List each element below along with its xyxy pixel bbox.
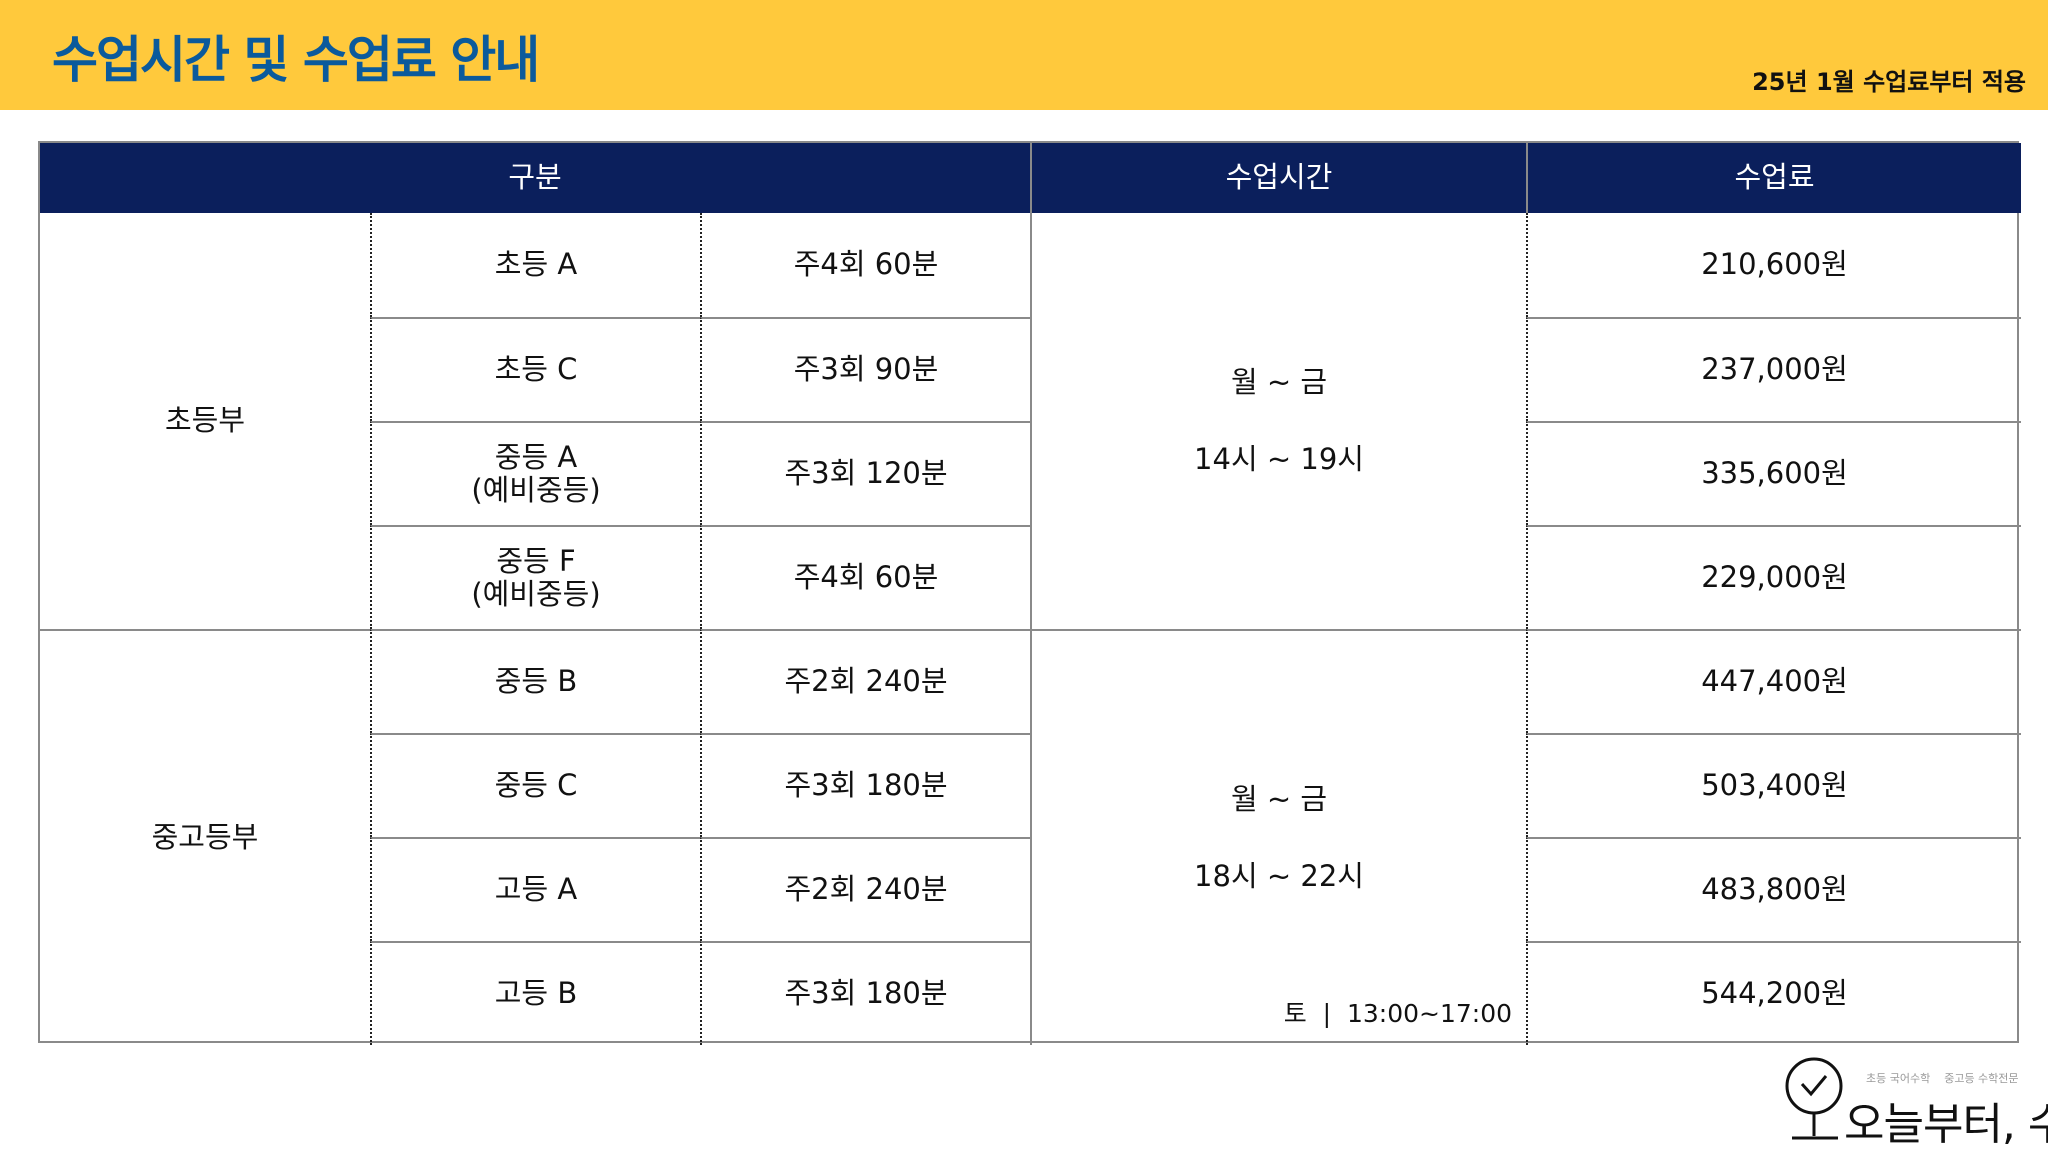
group-middle-high: 중고등부 <box>40 629 370 1045</box>
course-schedule: 주3회 180분 <box>700 941 1030 1045</box>
days: 월 ~ 금 <box>1230 781 1328 816</box>
course-schedule: 주3회 90분 <box>700 317 1030 421</box>
days: 월 ~ 금 <box>1230 364 1328 399</box>
course-fee: 544,200원 <box>1526 941 2021 1045</box>
course-fee: 503,400원 <box>1526 733 2021 837</box>
course-name: 고등 A <box>370 837 700 941</box>
course-fee: 237,000원 <box>1526 317 2021 421</box>
course-schedule: 주2회 240분 <box>700 629 1030 733</box>
time-cell-middle-high: 월 ~ 금 18시 ~ 22시 토 | 13:00~17:00 <box>1030 629 1526 1045</box>
course-schedule: 주3회 180분 <box>700 733 1030 837</box>
course-fee: 335,600원 <box>1526 421 2021 525</box>
logo-tagline: 초등 국어수학 중고등 수학전문 <box>1866 1072 2019 1085</box>
course-schedule: 주4회 60분 <box>700 213 1030 317</box>
course-name: 초등 C <box>370 317 700 421</box>
group-elementary: 초등부 <box>164 403 246 438</box>
tuition-table: 구분 수업시간 수업료 초등부 중고등부 월 ~ 금 14시 ~ 19시 월 ~… <box>38 141 2021 1045</box>
brand-logo: 초등 국어수학 중고등 수학전문 오늘부터, 수학 <box>1784 1054 2048 1150</box>
header-class-time: 수업시간 <box>1030 143 1526 213</box>
page-title: 수업시간 및 수업료 안내 <box>52 31 540 89</box>
course-name: 중등 F (예비중등) <box>370 525 700 629</box>
hours: 18시 ~ 22시 <box>1194 859 1364 893</box>
course-name: 초등 A <box>370 213 700 317</box>
course-fee: 447,400원 <box>1526 629 2021 733</box>
logo-name: 오늘부터, 수학 <box>1844 1099 2048 1150</box>
course-fee: 210,600원 <box>1526 213 2021 317</box>
header-category: 구분 <box>40 143 1030 213</box>
course-schedule: 주3회 120분 <box>700 421 1030 525</box>
course-name: 중등 A (예비중등) <box>370 421 700 525</box>
saturday-hours: 토 | 13:00~17:00 <box>1283 999 1512 1029</box>
course-schedule: 주4회 60분 <box>700 525 1030 629</box>
course-fee: 483,800원 <box>1526 837 2021 941</box>
clock-check-icon <box>1785 1057 1843 1140</box>
header-tuition: 수업료 <box>1526 143 2021 213</box>
effective-date-note: 25년 1월 수업료부터 적용 <box>1752 68 2026 96</box>
header-bar: 수업시간 및 수업료 안내 25년 1월 수업료부터 적용 <box>0 0 2048 110</box>
course-name: 중등 B <box>370 629 700 733</box>
course-name: 중등 C <box>370 733 700 837</box>
time-cell-elementary: 월 ~ 금 14시 ~ 19시 <box>1030 213 1526 629</box>
course-fee: 229,000원 <box>1526 525 2021 629</box>
course-schedule: 주2회 240분 <box>700 837 1030 941</box>
hours: 14시 ~ 19시 <box>1194 442 1364 476</box>
course-name: 고등 B <box>370 941 700 1045</box>
